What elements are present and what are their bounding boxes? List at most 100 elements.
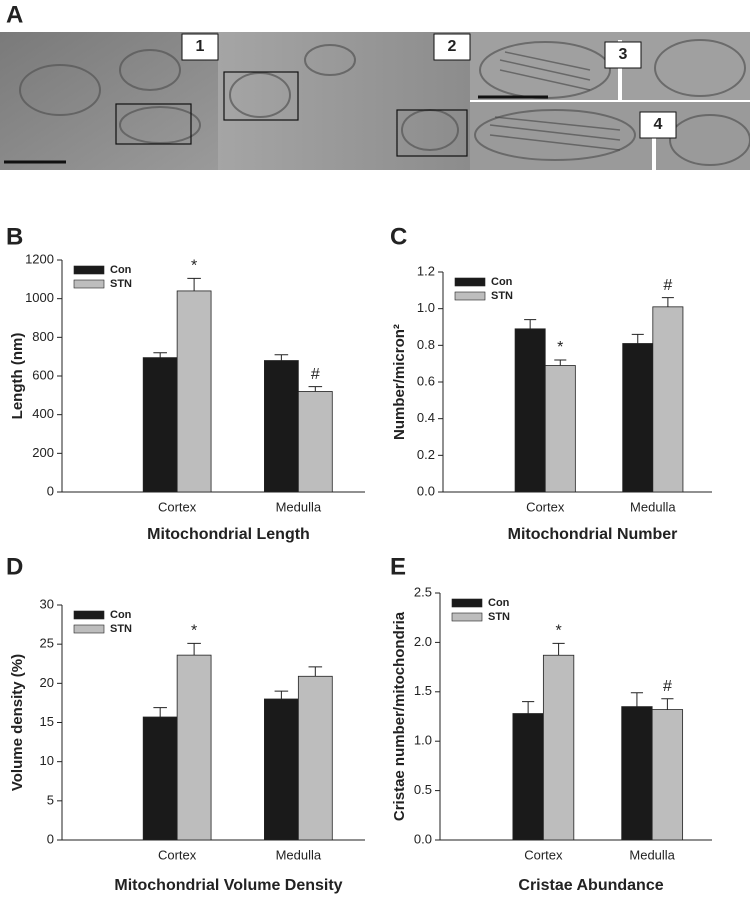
significance-marker: # xyxy=(663,277,672,294)
bar xyxy=(652,306,684,493)
y-tick-label: 0.8 xyxy=(417,337,435,352)
bar xyxy=(621,706,653,841)
y-tick-label: 1.0 xyxy=(417,300,435,315)
error-bar xyxy=(524,319,537,329)
bar xyxy=(622,343,654,493)
bar xyxy=(176,290,212,493)
y-tick-label: 5 xyxy=(47,792,54,807)
error-bar xyxy=(308,666,323,677)
significance-marker: # xyxy=(663,678,672,695)
error-bar xyxy=(187,277,201,291)
error-bar xyxy=(153,352,167,358)
y-tick-label: 30 xyxy=(40,596,54,611)
panel-label: E xyxy=(390,553,406,580)
error-bar xyxy=(522,701,535,714)
y-tick-label: 1.0 xyxy=(414,733,432,748)
legend-swatch xyxy=(73,610,105,620)
bar xyxy=(297,391,333,493)
legend-swatch xyxy=(73,279,105,289)
y-tick-label: 10 xyxy=(40,753,54,768)
y-tick-label: 0.0 xyxy=(417,483,435,498)
bar xyxy=(297,675,333,841)
x-tick-label: Cortex xyxy=(526,499,565,514)
legend-swatch xyxy=(454,291,486,301)
x-tick-label: Medulla xyxy=(276,499,322,514)
y-tick-label: 400 xyxy=(32,406,54,421)
y-axis-title: Cristae number/mitochondria xyxy=(391,611,408,821)
y-axis-title: Number/micron² xyxy=(391,324,408,440)
legend-label: Con xyxy=(110,264,132,276)
bar xyxy=(264,698,299,841)
bar xyxy=(542,654,575,841)
inset-label: 2 xyxy=(448,38,457,55)
y-tick-label: 0.5 xyxy=(414,782,432,797)
significance-marker: * xyxy=(555,623,561,640)
error-bar xyxy=(274,690,289,699)
legend-swatch xyxy=(73,624,105,634)
legend-label: Con xyxy=(110,609,132,621)
y-tick-label: 0 xyxy=(47,831,54,846)
y-tick-label: 2.5 xyxy=(414,584,432,599)
x-tick-label: Cortex xyxy=(158,499,197,514)
inset-label: 1 xyxy=(196,38,205,55)
bar xyxy=(651,709,684,841)
inset-label: 4 xyxy=(654,116,663,133)
bar xyxy=(514,328,546,493)
y-tick-label: 0.4 xyxy=(417,410,435,425)
legend-swatch xyxy=(451,598,483,608)
bar xyxy=(544,365,576,493)
error-bar xyxy=(187,642,201,656)
error-bar xyxy=(274,354,289,361)
x-tick-label: Cortex xyxy=(158,847,197,862)
y-tick-label: 15 xyxy=(40,714,54,729)
error-bar xyxy=(630,692,644,707)
error-bar xyxy=(552,642,565,656)
y-tick-label: 600 xyxy=(32,367,54,382)
error-bar xyxy=(308,386,323,392)
legend-swatch xyxy=(454,277,486,287)
bar xyxy=(512,713,544,841)
y-tick-label: 0.0 xyxy=(414,831,432,846)
chart-title: Mitochondrial Volume Density xyxy=(114,877,342,894)
panel-label: B xyxy=(6,223,23,250)
y-tick-label: 0.2 xyxy=(417,447,435,462)
y-tick-label: 0 xyxy=(47,483,54,498)
error-bar xyxy=(661,297,674,307)
bar xyxy=(142,716,178,841)
error-bar xyxy=(153,707,167,718)
y-tick-label: 1.5 xyxy=(414,683,432,698)
significance-marker: * xyxy=(191,258,197,275)
y-tick-label: 25 xyxy=(40,636,54,651)
legend-label: Con xyxy=(488,597,510,609)
y-tick-label: 2.0 xyxy=(414,634,432,649)
y-tick-label: 800 xyxy=(32,329,54,344)
error-bar xyxy=(554,359,567,366)
legend-label: Con xyxy=(491,276,513,288)
y-tick-label: 200 xyxy=(32,445,54,460)
chart-title: Cristae Abundance xyxy=(518,877,663,894)
y-axis-title: Volume density (%) xyxy=(9,654,26,791)
bar xyxy=(142,357,178,493)
y-tick-label: 0.6 xyxy=(417,373,435,388)
error-bar xyxy=(631,333,644,344)
significance-marker: * xyxy=(557,339,563,356)
significance-marker: * xyxy=(191,623,197,640)
legend-label: STN xyxy=(488,611,510,623)
x-tick-label: Medulla xyxy=(630,499,676,514)
x-tick-label: Cortex xyxy=(524,847,563,862)
legend-label: STN xyxy=(491,290,513,302)
panel-label: D xyxy=(6,553,23,580)
chart-title: Mitochondrial Length xyxy=(147,526,310,543)
chart-title: Mitochondrial Number xyxy=(508,526,678,543)
panel-label: C xyxy=(390,223,407,250)
y-tick-label: 1000 xyxy=(25,290,54,305)
x-tick-label: Medulla xyxy=(629,847,675,862)
y-tick-label: 1200 xyxy=(25,251,54,266)
significance-marker: # xyxy=(311,366,320,383)
y-axis-title: Length (nm) xyxy=(9,333,26,420)
legend-label: STN xyxy=(110,623,132,635)
bar xyxy=(264,360,299,493)
micrographs xyxy=(0,32,750,170)
legend-label: STN xyxy=(110,278,132,290)
